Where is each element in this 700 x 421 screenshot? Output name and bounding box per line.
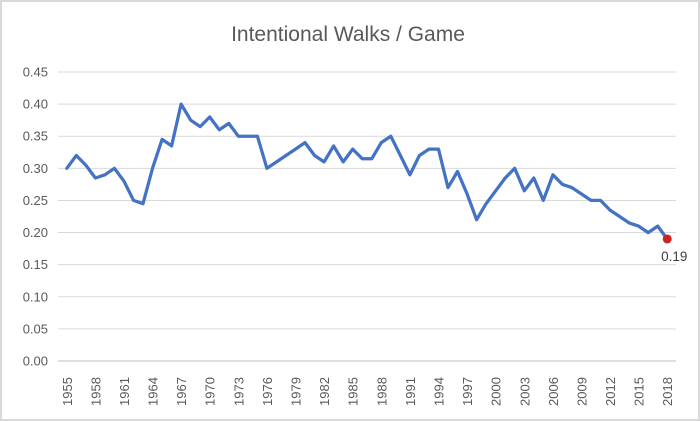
y-tick-label: 0.25 <box>23 193 48 208</box>
x-tick-label: 1985 <box>346 377 361 406</box>
x-tick-label: 1994 <box>431 377 446 406</box>
y-tick-label: 0.35 <box>23 129 48 144</box>
end-point-label: 0.19 <box>661 249 687 264</box>
x-tick-label: 1970 <box>203 377 218 406</box>
y-tick-label: 0.30 <box>23 161 48 176</box>
y-tick-label: 0.15 <box>23 257 48 272</box>
gridlines-group <box>58 71 676 362</box>
x-tick-label: 1958 <box>88 377 103 406</box>
x-tick-label: 2018 <box>660 377 675 406</box>
x-tick-label: 1982 <box>317 377 332 406</box>
y-tick-label: 0.40 <box>23 97 48 112</box>
x-tick-label: 2000 <box>489 377 504 406</box>
x-tick-label: 1967 <box>174 377 189 406</box>
x-tick-label: 2006 <box>546 377 561 406</box>
y-axis-labels-group: 0.00 0.05 0.10 0.15 0.20 0.25 0.30 0.35 0.40 0.45 <box>23 65 48 369</box>
y-tick-label: 0.05 <box>23 321 48 336</box>
y-tick-label: 0.20 <box>23 225 48 240</box>
end-point-marker <box>662 234 672 244</box>
x-tick-label: 1964 <box>146 377 161 406</box>
x-tick-label: 1988 <box>374 377 389 406</box>
x-tick-label: 2009 <box>574 377 589 406</box>
x-tick-label: 2015 <box>632 377 647 406</box>
y-tick-label: 0.45 <box>23 65 48 80</box>
x-tick-label: 2012 <box>603 377 618 406</box>
x-tick-label: 1991 <box>403 377 418 406</box>
x-tick-label: 2003 <box>517 377 532 406</box>
chart-title: Intentional Walks / Game <box>231 23 465 46</box>
x-tick-label: 1955 <box>60 377 75 406</box>
x-tick-label: 1973 <box>231 377 246 406</box>
x-tick-label: 1979 <box>289 377 304 406</box>
series-group <box>65 102 672 244</box>
x-tick-label: 1997 <box>460 377 475 406</box>
y-tick-label: 0.10 <box>23 289 48 304</box>
series-line <box>65 102 669 241</box>
x-axis-labels-group: 1955 1958 1961 1964 1967 1970 1973 1976 1979 1982… <box>60 377 675 406</box>
y-tick-label: 0.00 <box>23 354 48 369</box>
x-tick-label: 1961 <box>117 377 132 406</box>
x-tick-label: 1976 <box>260 377 275 406</box>
